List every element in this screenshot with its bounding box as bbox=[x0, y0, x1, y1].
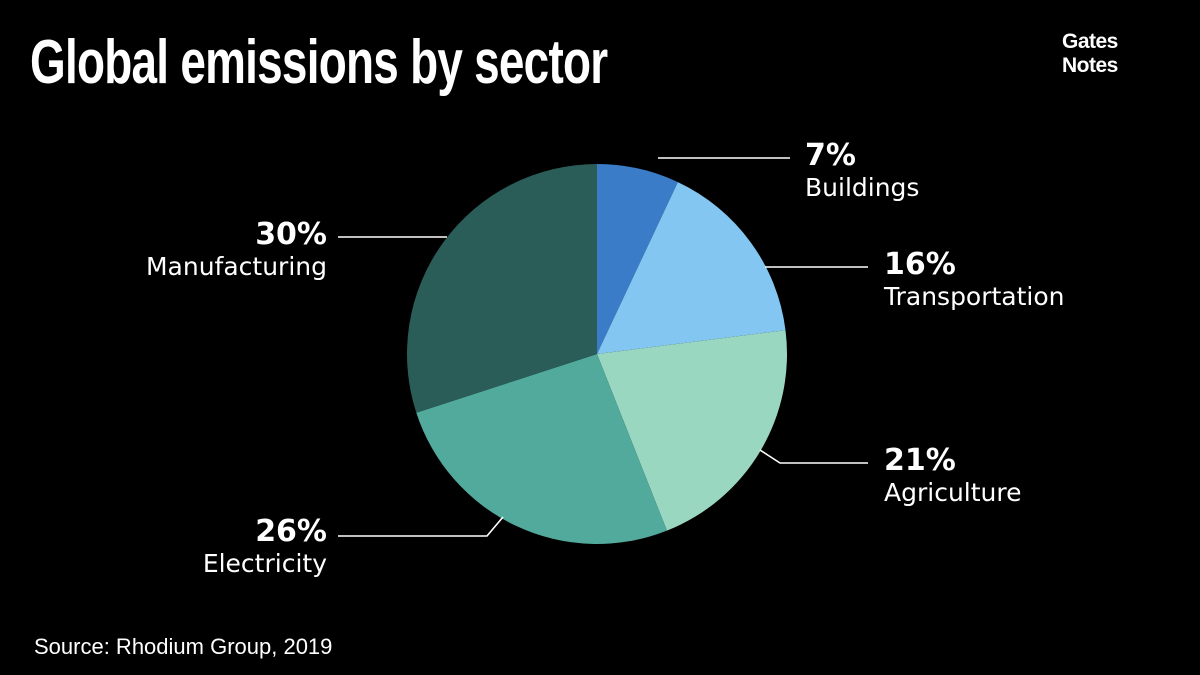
chart-title: Global emissions by sector bbox=[30, 28, 608, 97]
logo-line-1: Gates bbox=[1062, 30, 1118, 53]
data-label-name-manufacturing: Manufacturing bbox=[146, 252, 327, 281]
pie-slice-buildings bbox=[597, 164, 678, 354]
leader-line-electricity bbox=[338, 516, 504, 537]
data-label-value-transportation: 16% bbox=[884, 247, 956, 282]
data-label-value-manufacturing: 30% bbox=[255, 217, 327, 252]
data-label-value-electricity: 26% bbox=[255, 514, 327, 549]
data-label-value-buildings: 7% bbox=[805, 138, 856, 173]
pie-slice-electricity bbox=[416, 354, 667, 545]
data-label-name-electricity: Electricity bbox=[203, 549, 327, 578]
data-label-value-agriculture: 21% bbox=[884, 443, 956, 478]
source-note: Source: Rhodium Group, 2019 bbox=[34, 634, 333, 659]
data-label-name-buildings: Buildings bbox=[805, 173, 919, 202]
gates-notes-logo: Gates Notes bbox=[1062, 30, 1118, 78]
data-label-name-transportation: Transportation bbox=[883, 282, 1065, 311]
pie-slice-agriculture bbox=[597, 330, 787, 531]
pie-slice-transportation bbox=[597, 182, 786, 354]
pie-slice-manufacturing bbox=[407, 164, 597, 413]
logo-line-2: Notes bbox=[1062, 54, 1118, 77]
data-label-name-agriculture: Agriculture bbox=[884, 478, 1022, 507]
leader-line-agriculture bbox=[759, 449, 868, 464]
